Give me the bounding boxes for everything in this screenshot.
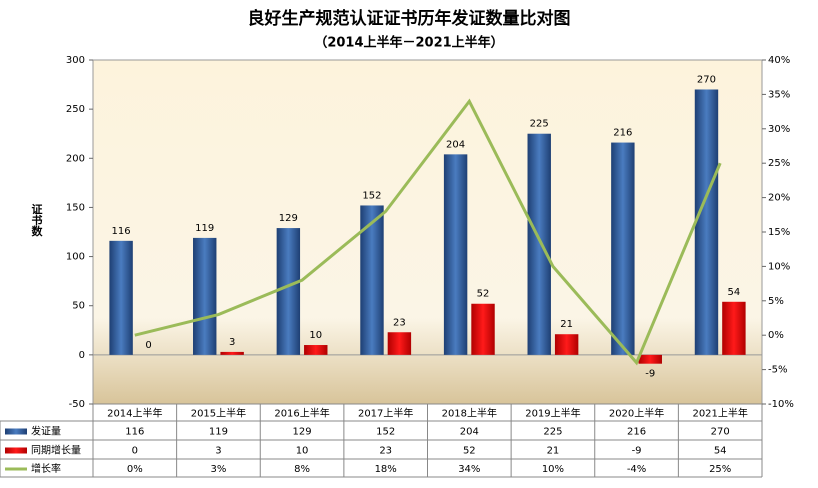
table-cell: 225: [543, 427, 562, 438]
bar: [694, 89, 719, 355]
table-cell: 25%: [709, 464, 731, 475]
table-cell: 0: [132, 446, 138, 457]
y-tick-label: 50: [72, 301, 85, 312]
bar: [220, 351, 244, 355]
y-tick-label: 250: [66, 104, 85, 115]
data-label: 52: [477, 289, 490, 300]
table-cell: 23: [379, 446, 392, 457]
bar: [722, 301, 746, 355]
x-tick-label: 2021上半年: [692, 407, 747, 420]
y2-tick-label: 5%: [768, 296, 784, 307]
bar: [360, 205, 384, 355]
y-tick-label: 300: [66, 55, 85, 66]
data-label: 0: [145, 340, 151, 351]
bar: [387, 332, 412, 355]
line: [134, 98, 722, 366]
y2-tick-label: 40%: [768, 55, 790, 66]
y-tick-label: 150: [66, 202, 85, 213]
x-tick-label: 2015上半年: [191, 407, 246, 420]
bar: [109, 240, 133, 355]
table-cell: 10%: [542, 464, 564, 475]
table-cell: 0%: [127, 464, 143, 475]
table-cell: -9: [632, 446, 642, 457]
data-label: 119: [195, 223, 214, 234]
data-label: 21: [560, 319, 573, 330]
data-label: 129: [279, 213, 298, 224]
x-tick-label: 2014上半年: [107, 407, 162, 420]
y2-tick-label: 0%: [768, 330, 784, 341]
data-label: -9: [645, 369, 655, 380]
x-tick-label: 2020上半年: [609, 407, 664, 420]
chart-title: 良好生产规范认证证书历年发证数量比对图: [248, 8, 571, 29]
table-cell: 18%: [375, 464, 397, 475]
x-tick-label: 2018上半年: [442, 407, 497, 420]
data-label: 216: [613, 128, 632, 139]
data-label: 54: [728, 287, 741, 298]
x-tick-label: 2019上半年: [525, 407, 580, 420]
legend-label: 发证量: [31, 425, 61, 438]
bar: [638, 354, 662, 364]
bar: [193, 237, 217, 355]
legend-swatch: [5, 447, 27, 454]
y-tick-label: -50: [69, 399, 85, 410]
y-tick-label: 0: [79, 350, 85, 361]
table-cell: 204: [460, 427, 479, 438]
y2-tick-label: 25%: [768, 158, 790, 169]
data-label: 23: [393, 317, 406, 328]
data-label: 270: [697, 74, 716, 85]
table-cell: -4%: [627, 464, 646, 475]
bar: [276, 228, 301, 355]
bar: [443, 154, 468, 355]
table-cell: 216: [627, 427, 646, 438]
table-cell: 8%: [294, 464, 310, 475]
data-label: 204: [446, 139, 465, 150]
data-label: 225: [530, 119, 549, 130]
table-cell: 34%: [458, 464, 480, 475]
legend-label: 同期增长量: [31, 444, 81, 457]
x-tick-label: 2017上半年: [358, 407, 413, 420]
x-tick-label: 2016上半年: [274, 407, 329, 420]
table-cell: 54: [714, 446, 727, 457]
table-cell: 116: [125, 427, 144, 438]
bar: [471, 303, 495, 355]
y2-tick-label: 30%: [768, 124, 790, 135]
bar: [304, 345, 328, 355]
table-cell: 21: [547, 446, 560, 457]
bar: [527, 133, 551, 355]
chart-subtitle: （2014上半年－2021上半年）: [314, 35, 503, 51]
bar: [611, 142, 635, 355]
data-label: 10: [309, 330, 322, 341]
legend-swatch: [5, 428, 27, 435]
table-cell: 270: [711, 427, 730, 438]
table-cell: 10: [296, 446, 309, 457]
y-tick-label: 100: [66, 252, 85, 263]
y2-tick-label: 20%: [768, 193, 790, 204]
data-label: 3: [229, 337, 235, 348]
y-tick-label: 200: [66, 153, 85, 164]
y-axis-title: 证书数: [30, 203, 43, 237]
y2-tick-label: -10%: [768, 399, 794, 410]
table-cell: 119: [209, 427, 228, 438]
table-cell: 3%: [211, 464, 227, 475]
table-cell: 52: [463, 446, 476, 457]
y2-tick-label: 35%: [768, 89, 790, 100]
data-label: 152: [362, 190, 381, 201]
table-cell: 3: [215, 446, 221, 457]
y2-tick-label: -5%: [768, 365, 787, 376]
bar: [554, 334, 579, 355]
data-label: 116: [112, 226, 131, 237]
data-table: 2014上半年 2015上半年 2016上半年 2017上半年 2018上半年 2019上…: [0, 403, 763, 478]
table-cell: 129: [293, 427, 312, 438]
y2-tick-label: 15%: [768, 227, 790, 238]
table-cell: 152: [376, 427, 395, 438]
legend-label: 增长率: [31, 462, 61, 475]
y2-tick-label: 10%: [768, 261, 790, 272]
